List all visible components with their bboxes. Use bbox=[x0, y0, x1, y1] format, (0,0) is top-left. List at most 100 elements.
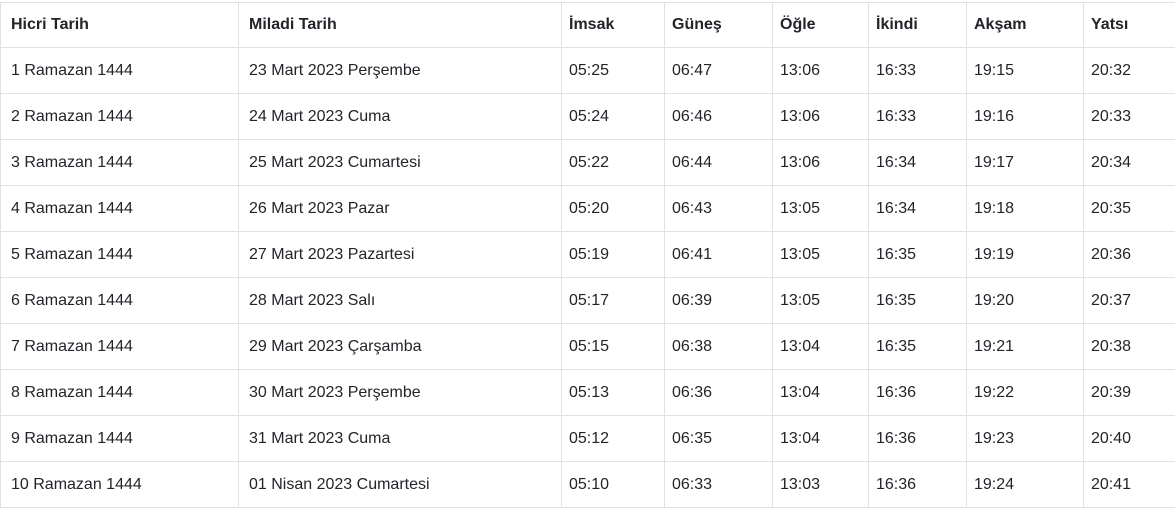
cell-miladi: 24 Mart 2023 Cuma bbox=[238, 93, 562, 140]
cell-gunes: 06:47 bbox=[664, 47, 773, 94]
column-header-gunes: Güneş bbox=[664, 2, 773, 48]
column-header-imsak: İmsak bbox=[561, 2, 665, 48]
cell-miladi: 30 Mart 2023 Perşembe bbox=[238, 369, 562, 416]
cell-ogle: 13:05 bbox=[772, 277, 869, 324]
cell-miladi: 29 Mart 2023 Çarşamba bbox=[238, 323, 562, 370]
cell-ikindi: 16:35 bbox=[868, 231, 967, 278]
column-header-hicri-tarih: Hicri Tarih bbox=[0, 2, 239, 48]
cell-hicri: 6 Ramazan 1444 bbox=[0, 277, 239, 324]
cell-imsak: 05:10 bbox=[561, 461, 665, 508]
cell-hicri: 2 Ramazan 1444 bbox=[0, 93, 239, 140]
cell-yatsi: 20:32 bbox=[1083, 47, 1175, 94]
cell-miladi: 26 Mart 2023 Pazar bbox=[238, 185, 562, 232]
cell-gunes: 06:41 bbox=[664, 231, 773, 278]
cell-miladi: 27 Mart 2023 Pazartesi bbox=[238, 231, 562, 278]
cell-ikindi: 16:35 bbox=[868, 277, 967, 324]
column-header-ikindi: İkindi bbox=[868, 2, 967, 48]
header-row: Hicri Tarih Miladi Tarih İmsak Güneş Öğl… bbox=[0, 2, 1175, 48]
cell-ikindi: 16:34 bbox=[868, 185, 967, 232]
cell-gunes: 06:38 bbox=[664, 323, 773, 370]
cell-yatsi: 20:40 bbox=[1083, 415, 1175, 462]
cell-ogle: 13:04 bbox=[772, 323, 869, 370]
cell-aksam: 19:17 bbox=[966, 139, 1084, 186]
cell-ogle: 13:05 bbox=[772, 231, 869, 278]
cell-ogle: 13:04 bbox=[772, 369, 869, 416]
cell-ikindi: 16:34 bbox=[868, 139, 967, 186]
table-row: 8 Ramazan 1444 30 Mart 2023 Perşembe 05:13… bbox=[0, 369, 1175, 416]
cell-imsak: 05:17 bbox=[561, 277, 665, 324]
table-row: 9 Ramazan 1444 31 Mart 2023 Cuma 05:12 06:3… bbox=[0, 415, 1175, 462]
cell-imsak: 05:24 bbox=[561, 93, 665, 140]
cell-yatsi: 20:41 bbox=[1083, 461, 1175, 508]
cell-imsak: 05:13 bbox=[561, 369, 665, 416]
cell-miladi: 28 Mart 2023 Salı bbox=[238, 277, 562, 324]
cell-ogle: 13:06 bbox=[772, 139, 869, 186]
cell-imsak: 05:25 bbox=[561, 47, 665, 94]
cell-aksam: 19:16 bbox=[966, 93, 1084, 140]
cell-ogle: 13:04 bbox=[772, 415, 869, 462]
cell-hicri: 8 Ramazan 1444 bbox=[0, 369, 239, 416]
cell-miladi: 25 Mart 2023 Cumartesi bbox=[238, 139, 562, 186]
table-row: 4 Ramazan 1444 26 Mart 2023 Pazar 05:20 06:… bbox=[0, 185, 1175, 232]
table-row: 2 Ramazan 1444 24 Mart 2023 Cuma 05:24 06:4… bbox=[0, 93, 1175, 140]
column-header-ogle: Öğle bbox=[772, 2, 869, 48]
cell-imsak: 05:19 bbox=[561, 231, 665, 278]
cell-imsak: 05:22 bbox=[561, 139, 665, 186]
cell-ogle: 13:06 bbox=[772, 93, 869, 140]
cell-yatsi: 20:37 bbox=[1083, 277, 1175, 324]
cell-miladi: 23 Mart 2023 Perşembe bbox=[238, 47, 562, 94]
cell-hicri: 1 Ramazan 1444 bbox=[0, 47, 239, 94]
column-header-aksam: Akşam bbox=[966, 2, 1084, 48]
cell-miladi: 01 Nisan 2023 Cumartesi bbox=[238, 461, 562, 508]
column-header-yatsi: Yatsı bbox=[1083, 2, 1175, 48]
cell-aksam: 19:22 bbox=[966, 369, 1084, 416]
cell-gunes: 06:46 bbox=[664, 93, 773, 140]
cell-yatsi: 20:38 bbox=[1083, 323, 1175, 370]
cell-gunes: 06:43 bbox=[664, 185, 773, 232]
cell-gunes: 06:33 bbox=[664, 461, 773, 508]
cell-aksam: 19:21 bbox=[966, 323, 1084, 370]
cell-gunes: 06:44 bbox=[664, 139, 773, 186]
cell-hicri: 10 Ramazan 1444 bbox=[0, 461, 239, 508]
cell-ogle: 13:06 bbox=[772, 47, 869, 94]
cell-aksam: 19:19 bbox=[966, 231, 1084, 278]
table-header: Hicri Tarih Miladi Tarih İmsak Güneş Öğl… bbox=[0, 2, 1175, 48]
cell-aksam: 19:24 bbox=[966, 461, 1084, 508]
cell-miladi: 31 Mart 2023 Cuma bbox=[238, 415, 562, 462]
cell-ogle: 13:05 bbox=[772, 185, 869, 232]
cell-aksam: 19:18 bbox=[966, 185, 1084, 232]
cell-ikindi: 16:33 bbox=[868, 47, 967, 94]
cell-gunes: 06:35 bbox=[664, 415, 773, 462]
cell-hicri: 3 Ramazan 1444 bbox=[0, 139, 239, 186]
cell-ikindi: 16:33 bbox=[868, 93, 967, 140]
cell-imsak: 05:12 bbox=[561, 415, 665, 462]
cell-ikindi: 16:36 bbox=[868, 369, 967, 416]
cell-ogle: 13:03 bbox=[772, 461, 869, 508]
cell-ikindi: 16:35 bbox=[868, 323, 967, 370]
cell-gunes: 06:36 bbox=[664, 369, 773, 416]
cell-yatsi: 20:34 bbox=[1083, 139, 1175, 186]
cell-gunes: 06:39 bbox=[664, 277, 773, 324]
table-row: 5 Ramazan 1444 27 Mart 2023 Pazartesi 05:1… bbox=[0, 231, 1175, 278]
cell-yatsi: 20:33 bbox=[1083, 93, 1175, 140]
cell-ikindi: 16:36 bbox=[868, 415, 967, 462]
table-row: 1 Ramazan 1444 23 Mart 2023 Perşembe 05:25… bbox=[0, 47, 1175, 94]
cell-imsak: 05:15 bbox=[561, 323, 665, 370]
table-row: 6 Ramazan 1444 28 Mart 2023 Salı 05:17 06:3… bbox=[0, 277, 1175, 324]
cell-ikindi: 16:36 bbox=[868, 461, 967, 508]
table-row: 7 Ramazan 1444 29 Mart 2023 Çarşamba 05:15… bbox=[0, 323, 1175, 370]
table-body: 1 Ramazan 1444 23 Mart 2023 Perşembe 05:25… bbox=[0, 47, 1175, 508]
cell-yatsi: 20:36 bbox=[1083, 231, 1175, 278]
cell-hicri: 4 Ramazan 1444 bbox=[0, 185, 239, 232]
cell-hicri: 5 Ramazan 1444 bbox=[0, 231, 239, 278]
table-row: 3 Ramazan 1444 25 Mart 2023 Cumartesi 05:2… bbox=[0, 139, 1175, 186]
cell-aksam: 19:20 bbox=[966, 277, 1084, 324]
column-header-miladi-tarih: Miladi Tarih bbox=[238, 2, 562, 48]
cell-aksam: 19:23 bbox=[966, 415, 1084, 462]
cell-yatsi: 20:39 bbox=[1083, 369, 1175, 416]
cell-hicri: 7 Ramazan 1444 bbox=[0, 323, 239, 370]
cell-aksam: 19:15 bbox=[966, 47, 1084, 94]
cell-yatsi: 20:35 bbox=[1083, 185, 1175, 232]
